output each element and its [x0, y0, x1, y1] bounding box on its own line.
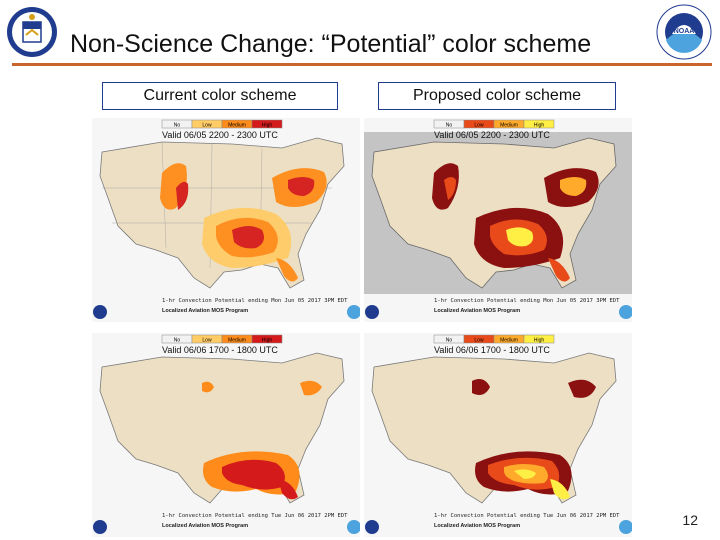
noaa-small-icon [93, 520, 107, 534]
legend-medium: Medium [500, 338, 518, 344]
footer-line-1: 1-hr Convection Potential ending Tue Jun… [162, 513, 348, 519]
nws-small-icon [619, 305, 632, 319]
legend-high: High [262, 338, 273, 344]
legend-no: No [174, 123, 181, 129]
noaa-logo-icon: NOAA [656, 4, 712, 60]
legend-bar: No Low Medium High [433, 119, 555, 129]
svg-text:NOAA: NOAA [674, 28, 695, 35]
nws-small-icon [347, 305, 360, 319]
legend-low: Low [202, 123, 212, 129]
legend-bar: No Low Medium High [161, 119, 283, 129]
valid-time: Valid 06/05 2200 - 2300 UTC [162, 130, 278, 140]
footer-line-1: 1-hr Convection Potential ending Tue Jun… [434, 513, 620, 519]
legend-high: High [534, 338, 545, 344]
footer-line-2: Localized Aviation MOS Program [434, 523, 520, 529]
legend-high: High [534, 123, 545, 129]
legend-low: Low [474, 338, 484, 344]
footer-line-2: Localized Aviation MOS Program [162, 523, 248, 529]
proposed-scheme-label: Proposed color scheme [378, 82, 616, 110]
legend-no: No [446, 338, 453, 344]
legend-medium: Medium [228, 123, 246, 129]
valid-time: Valid 06/06 1700 - 1800 UTC [162, 345, 278, 355]
footer-line-1: 1-hr Convection Potential ending Mon Jun… [434, 298, 620, 304]
map-current-top: No Low Medium High Valid 06/05 2200 - 23… [92, 118, 360, 322]
doc-seal-icon [7, 7, 57, 57]
noaa-small-icon [365, 305, 379, 319]
noaa-small-icon [365, 520, 379, 534]
title-underline [12, 63, 712, 66]
legend-medium: Medium [228, 338, 246, 344]
map-proposed-bottom: No Low Medium High Valid 06/06 1700 - 18… [364, 333, 632, 537]
footer-line-1: 1-hr Convection Potential ending Mon Jun… [162, 298, 348, 304]
valid-time: Valid 06/06 1700 - 1800 UTC [434, 345, 550, 355]
nws-small-icon [619, 520, 632, 534]
footer-line-2: Localized Aviation MOS Program [434, 308, 520, 314]
legend-high: High [262, 123, 273, 129]
noaa-small-icon [93, 305, 107, 319]
legend-low: Low [474, 123, 484, 129]
legend-medium: Medium [500, 123, 518, 129]
page-number: 12 [682, 512, 698, 528]
legend-low: Low [202, 338, 212, 344]
legend-bar: No Low Medium High [433, 334, 555, 344]
current-scheme-label: Current color scheme [102, 82, 338, 110]
map-current-bottom: No Low Medium High Valid 06/06 1700 - 18… [92, 333, 360, 537]
nws-small-icon [347, 520, 360, 534]
legend-no: No [446, 123, 453, 129]
map-proposed-top: No Low Medium High Valid 06/05 2200 - 23… [364, 118, 632, 322]
legend-no: No [174, 338, 181, 344]
slide-title: Non-Science Change: “Potential” color sc… [70, 30, 592, 58]
footer-line-2: Localized Aviation MOS Program [162, 308, 248, 314]
legend-bar: No Low Medium High [161, 334, 283, 344]
valid-time: Valid 06/05 2200 - 2300 UTC [434, 130, 550, 140]
